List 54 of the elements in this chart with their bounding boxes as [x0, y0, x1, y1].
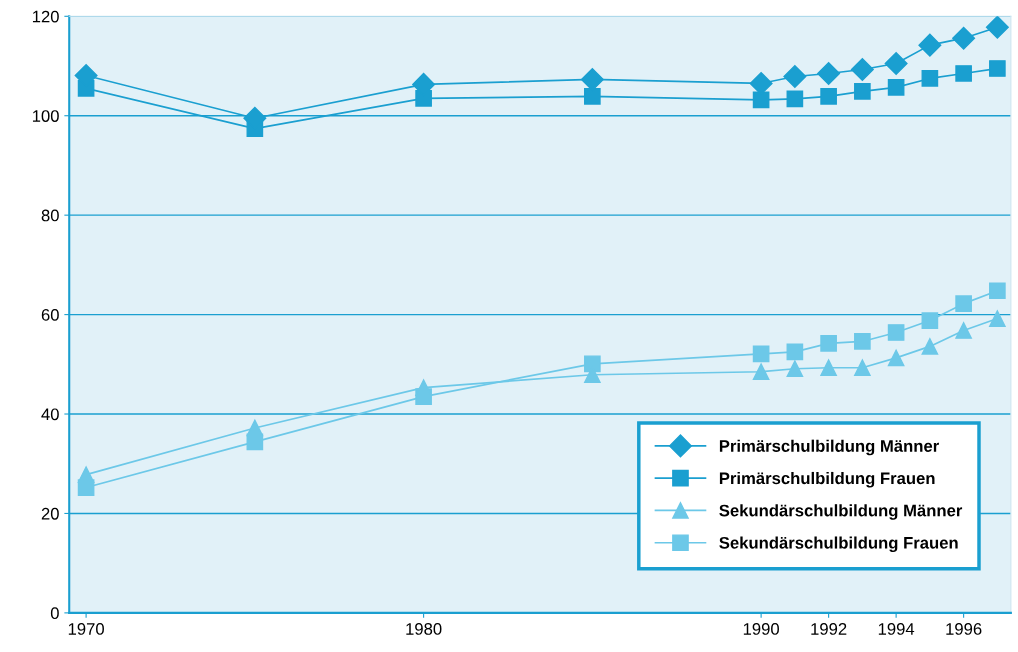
point [884, 52, 908, 76]
point [985, 16, 1009, 39]
point [820, 359, 837, 377]
point [820, 88, 837, 105]
point [752, 345, 770, 363]
point [817, 61, 841, 85]
y-tick-label: 120 [32, 10, 59, 23]
point [783, 64, 807, 88]
y-tick-label: 60 [41, 308, 59, 321]
legend-label: Primärschulbildung Frauen [719, 471, 935, 488]
y-tick-label: 0 [50, 607, 59, 620]
legend-label: Sekundärschulbildung Männer [719, 504, 963, 520]
point [887, 79, 905, 96]
y-tick-label: 100 [32, 110, 59, 122]
x-tick-label: 1992 [811, 623, 847, 635]
point [820, 335, 837, 352]
point [918, 33, 942, 57]
point [786, 343, 804, 361]
point [989, 60, 1006, 77]
point [786, 90, 804, 108]
point [955, 65, 972, 82]
point [887, 324, 905, 341]
x-tick-label: 1994 [878, 623, 915, 635]
y-tick-label: 80 [41, 209, 59, 222]
point [584, 355, 601, 373]
point [955, 322, 972, 339]
point [989, 282, 1006, 300]
point [786, 360, 804, 378]
point [989, 310, 1006, 327]
point [854, 333, 871, 350]
x-tick-label: 1970 [68, 623, 104, 635]
x-tick-label: 1980 [406, 623, 442, 635]
point [854, 359, 871, 377]
legend-label: Primärschulbildung Männer [719, 439, 939, 456]
point [749, 71, 773, 95]
legend-label: Sekundärschulbildung Frauen [719, 536, 958, 553]
y-tick-label: 20 [41, 507, 59, 520]
point [580, 67, 604, 91]
point [921, 338, 939, 355]
point [752, 363, 770, 381]
point [584, 88, 601, 105]
point [246, 419, 264, 437]
point [952, 26, 976, 50]
point [752, 91, 770, 109]
point [921, 312, 939, 329]
point [887, 349, 905, 367]
point [854, 83, 871, 100]
x-tick-label: 1990 [743, 623, 780, 635]
point [955, 295, 972, 312]
point [77, 466, 95, 484]
point [850, 57, 874, 81]
x-tick-label: 1996 [946, 623, 982, 635]
point [921, 70, 939, 87]
y-tick-label: 40 [41, 408, 59, 421]
